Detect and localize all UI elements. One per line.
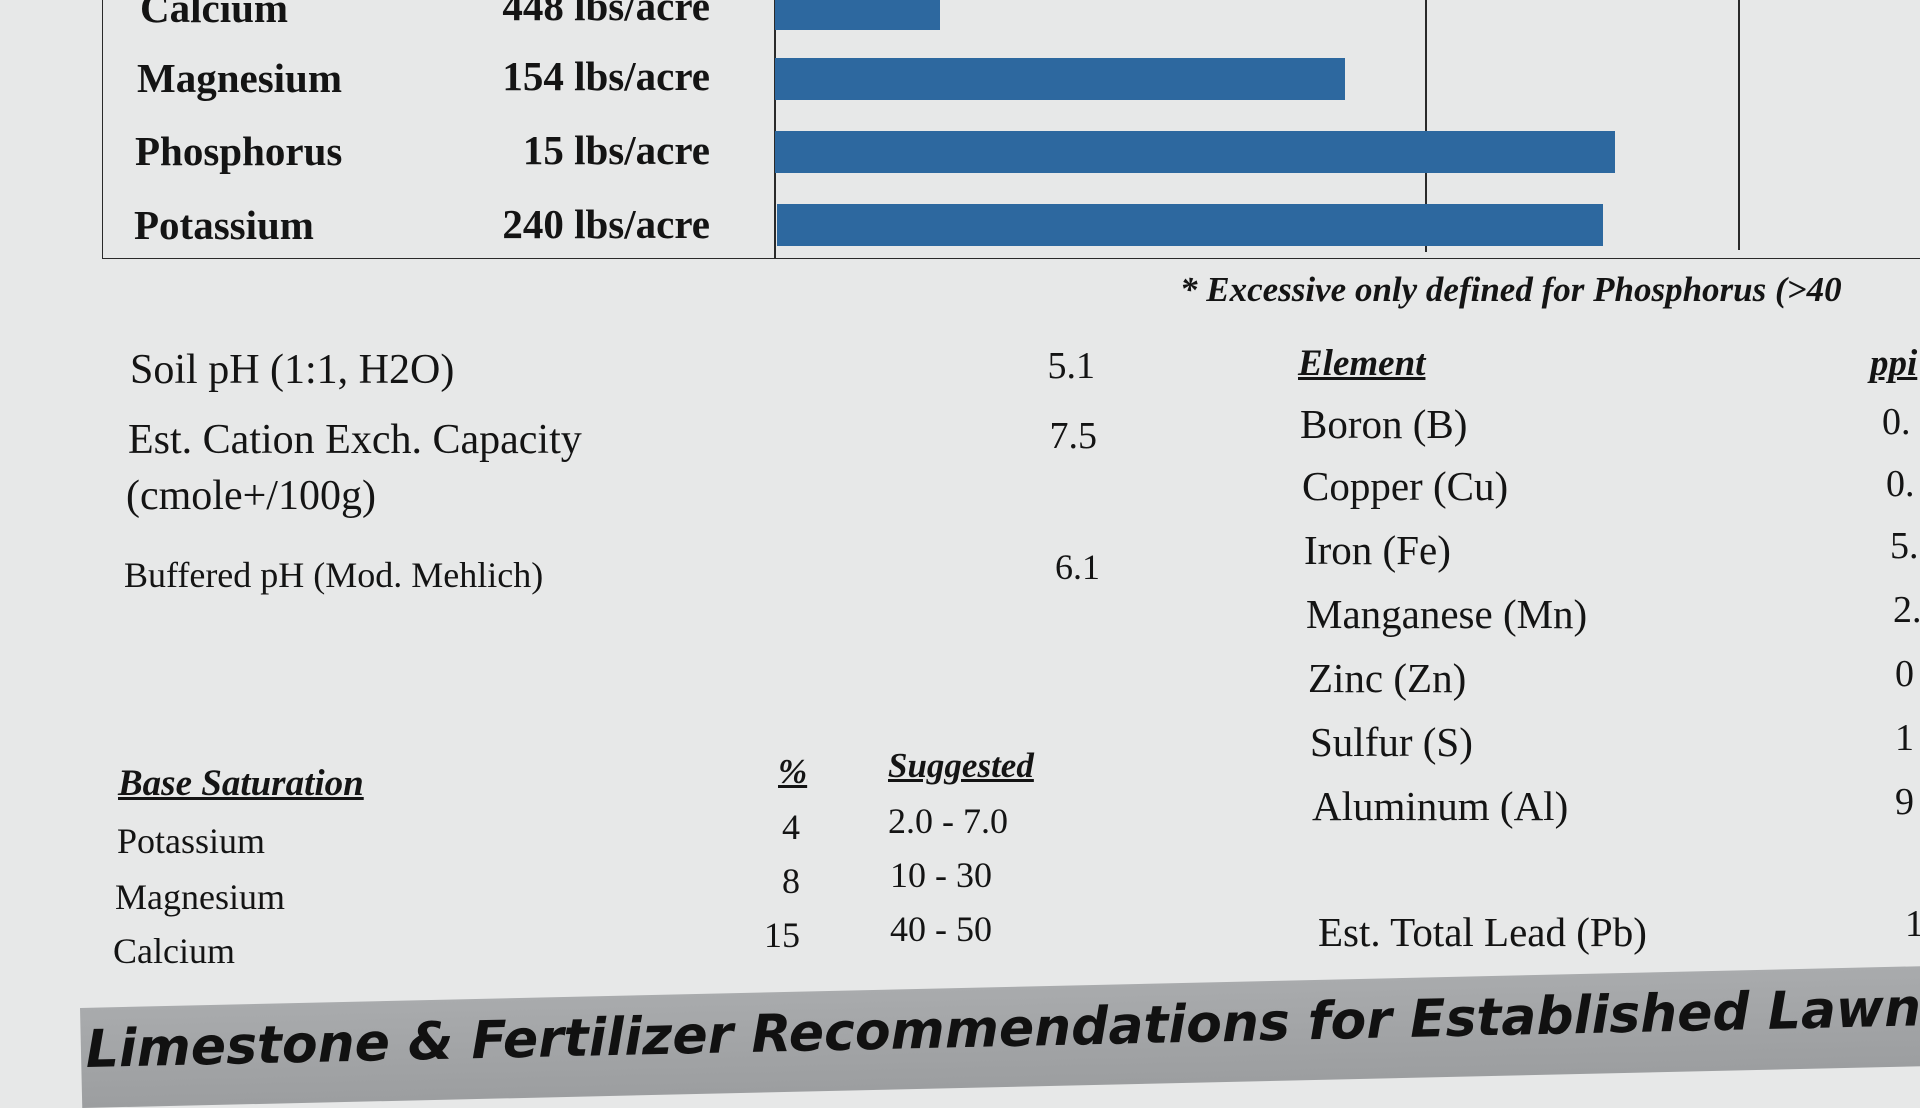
cec-unit-label: (cmole+/100g) xyxy=(126,473,376,519)
base-sat-pct: 4 xyxy=(782,807,800,847)
element-value: 0 xyxy=(1895,653,1914,695)
base-saturation-header: Base Saturation xyxy=(118,763,364,804)
nutrient-name: Calcium xyxy=(140,0,289,31)
lead-value: 1 xyxy=(1905,903,1920,945)
nutrient-name: Phosphorus xyxy=(135,128,343,174)
element-value: 2. xyxy=(1893,589,1920,631)
nutrient-bar-calcium xyxy=(775,0,940,30)
nutrient-value: 448 lbs/acre xyxy=(502,0,710,29)
nutrient-name: Potassium xyxy=(134,202,314,248)
nutrient-bar-magnesium xyxy=(775,58,1345,100)
cec-value: 7.5 xyxy=(1049,415,1098,457)
element-value: 5. xyxy=(1890,525,1919,567)
soil-ph-value: 5.1 xyxy=(1047,345,1096,387)
base-sat-name: Magnesium xyxy=(115,877,285,917)
base-sat-suggested: 10 - 30 xyxy=(890,855,992,895)
level-divider-1 xyxy=(1425,0,1427,252)
table-divider xyxy=(774,0,776,258)
footnote: * Excessive only defined for Phosphorus … xyxy=(1180,270,1842,309)
nutrient-name: Magnesium xyxy=(137,55,342,101)
element-name: Boron (B) xyxy=(1300,401,1468,447)
element-name: Zinc (Zn) xyxy=(1308,655,1467,701)
ppm-header: ppi xyxy=(1870,343,1918,384)
element-value: 1 xyxy=(1895,717,1914,759)
percent-header: % xyxy=(778,752,808,791)
element-name: Copper (Cu) xyxy=(1302,463,1509,509)
base-sat-pct: 15 xyxy=(764,915,800,955)
base-sat-suggested: 40 - 50 xyxy=(890,909,992,949)
base-sat-suggested: 2.0 - 7.0 xyxy=(888,801,1008,841)
element-header: Element xyxy=(1298,343,1426,384)
nutrient-value: 15 lbs/acre xyxy=(522,127,710,173)
element-name: Iron (Fe) xyxy=(1304,527,1451,573)
element-name: Aluminum (Al) xyxy=(1312,783,1569,829)
soil-ph-label: Soil pH (1:1, H2O) xyxy=(130,347,455,393)
lead-label: Est. Total Lead (Pb) xyxy=(1318,909,1647,955)
nutrient-value: 154 lbs/acre xyxy=(502,53,710,99)
element-value: 0. xyxy=(1882,401,1911,443)
nutrient-bar-phosphorus xyxy=(775,131,1615,173)
element-value: 0. xyxy=(1886,463,1915,505)
base-sat-name: Potassium xyxy=(117,821,266,861)
element-name: Manganese (Mn) xyxy=(1306,591,1588,637)
element-name: Sulfur (S) xyxy=(1310,719,1473,765)
nutrient-bar-potassium xyxy=(777,204,1603,246)
base-sat-name: Calcium xyxy=(113,931,235,971)
suggested-header: Suggested xyxy=(888,746,1034,785)
buffered-ph-label: Buffered pH (Mod. Mehlich) xyxy=(124,555,544,595)
element-value: 9 xyxy=(1895,781,1914,823)
nutrient-value: 240 lbs/acre xyxy=(502,201,710,247)
base-sat-pct: 8 xyxy=(782,861,800,901)
cec-label: Est. Cation Exch. Capacity xyxy=(128,417,582,463)
nutrient-table xyxy=(102,0,1920,259)
buffered-ph-value: 6.1 xyxy=(1055,547,1100,587)
level-divider-2 xyxy=(1738,0,1740,250)
